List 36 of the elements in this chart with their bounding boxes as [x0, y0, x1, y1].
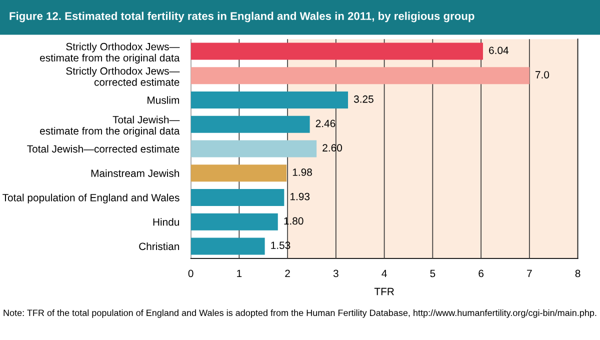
y-tick-label: Total population of England and Wales	[2, 194, 180, 204]
x-tick-label: 8	[575, 270, 580, 278]
y-tick-label: Christian	[139, 242, 180, 250]
y-tick-label: Strictly Orthodox Jews— corrected estimate	[66, 67, 180, 86]
bar	[190, 238, 265, 255]
x-tick-label: 2	[285, 270, 290, 278]
x-tick-label: 5	[430, 270, 436, 278]
data-label: 7.0	[536, 71, 550, 78]
bar	[190, 213, 278, 230]
x-tick-label: 4	[382, 270, 387, 278]
text: Note: TFR of the total population of England and Wales is adopted from the Human Fertility Database, http://www.humanfertility.org/cgi-bin/main.php.	[4, 309, 596, 318]
data-label: 1.98	[292, 168, 312, 176]
x-tick-label: 1	[237, 270, 242, 278]
chart-title: Figure 12. Estimated total fertility rates in England and Wales in 2011, by religious group	[10, 12, 474, 22]
x-tick-label: 6	[478, 270, 484, 278]
y-tick-label: Hindu	[153, 218, 179, 226]
bar	[190, 188, 284, 206]
data-label: 3.25	[354, 95, 374, 103]
x-tick-label: 3	[333, 270, 338, 278]
bar	[190, 91, 348, 109]
bar	[190, 42, 483, 60]
bar	[190, 116, 310, 133]
x-tick-label: 7	[527, 270, 532, 278]
y-tick-label: Strictly Orthodox Jews— estimate from the original data	[40, 42, 180, 64]
y-tick-label: Muslim	[148, 96, 180, 104]
bar	[190, 67, 530, 84]
x-axis-title: TFR	[374, 288, 394, 296]
bar	[190, 140, 317, 158]
bar	[190, 164, 287, 182]
y-tick-label: Total Jewish—corrected estimate	[27, 144, 180, 153]
y-tick-label: Total Jewish— estimate from the original data	[40, 116, 180, 137]
y-tick-label: Mainstream Jewish	[91, 169, 180, 177]
data-label: 2.46	[316, 120, 336, 128]
data-label: 6.04	[489, 46, 509, 54]
data-label: 1.93	[290, 192, 310, 200]
x-tick-label: 0	[188, 270, 194, 278]
